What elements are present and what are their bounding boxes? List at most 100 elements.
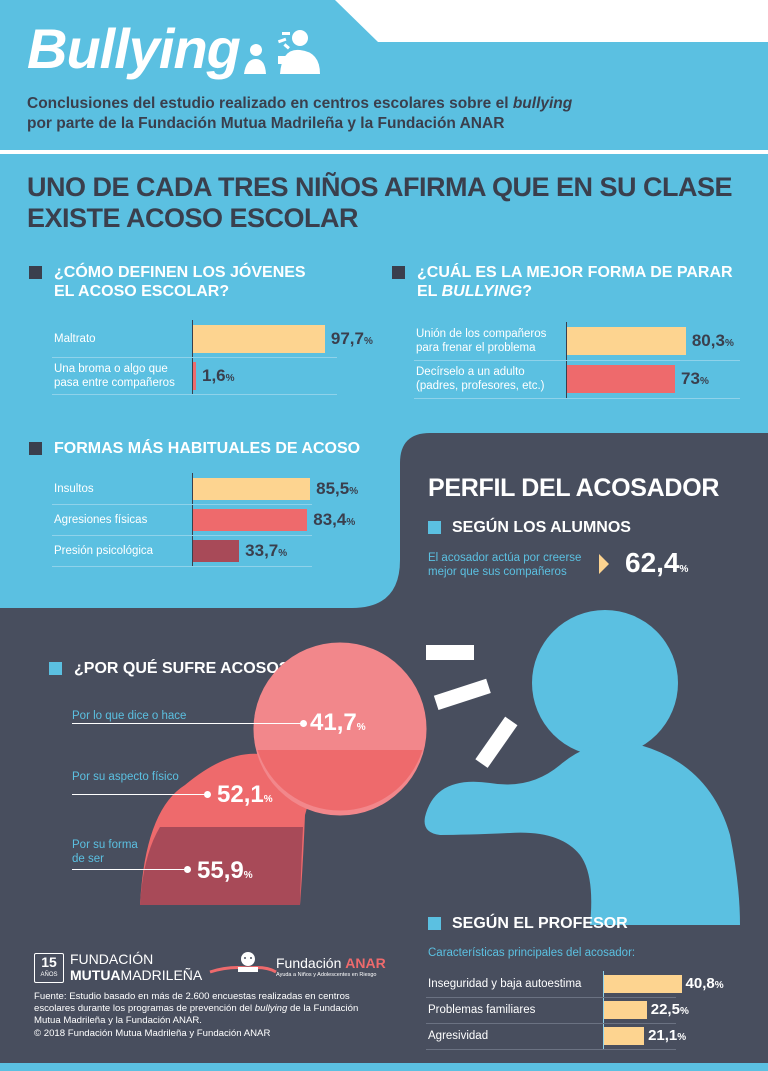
chart4-title: ¿POR QUÉ SUFRE ACOSO? [74, 660, 289, 677]
chart2-title-pre: EL [417, 283, 442, 300]
chart1-title-line2: EL ACOSO ESCOLAR? [54, 283, 230, 300]
chart-row-divider [414, 360, 740, 361]
source-line2-post: de la Fundación [290, 1003, 359, 1015]
section-bullet [392, 266, 405, 279]
bar [604, 1027, 645, 1045]
mutua-logo: FUNDACIÓN MUTUAMADRILEÑA [70, 951, 202, 983]
bubble-label-line: Por lo que dice o hace [72, 710, 187, 722]
bar-label-line: Unión de los compañeros [416, 328, 547, 340]
headline-line2: EXISTE ACOSO ESCOLAR [27, 203, 359, 233]
bubble-leader-dot [204, 791, 211, 798]
chart-row-divider [52, 357, 337, 358]
bar [604, 975, 682, 993]
chart3-title: FORMAS MÁS HABITUALES DE ACOSO [54, 440, 361, 457]
bubble-label-line: Por su forma [72, 839, 138, 851]
subtitle: Conclusiones del estudio realizado en ce… [27, 94, 747, 134]
bar-label: Insultos [54, 482, 188, 496]
bar-value: 73% [681, 367, 709, 394]
bar [193, 508, 308, 531]
mutua-badge-sub: AÑOS [40, 972, 58, 978]
bar-label-line: Agresiones físicas [54, 513, 148, 526]
headline: UNO DE CADA TRES NIÑOS AFIRMA QUE EN SU … [27, 172, 747, 234]
chart1-title: ¿CÓMO DEFINEN LOS JÓVENES EL ACOSO ESCOL… [54, 263, 306, 301]
mutua-badge-num: 15 [41, 954, 57, 970]
bar-value: 97,7% [331, 327, 373, 354]
subtitle-emphasis: bullying [512, 95, 573, 112]
chart-row-divider [414, 398, 740, 399]
bubble-value-number: 41,7 [310, 709, 357, 736]
bar-value-pct: % [714, 980, 724, 991]
bar-label: Presión psicológica [54, 544, 188, 558]
bar-label-line: Una broma o algo que [54, 362, 168, 375]
alumnos-value-number: 62,4 [625, 547, 680, 578]
chart5-title: SEGÚN EL PROFESOR [452, 915, 628, 932]
bar-label-line: para frenar el problema [416, 342, 536, 354]
bar-value: 83,4% [313, 508, 355, 535]
bar-label-line: (padres, profesores, etc.) [416, 380, 545, 392]
bar-value-pct: % [677, 1032, 687, 1043]
bar-value: 21,1% [648, 1026, 686, 1048]
chart-row-divider [426, 1049, 676, 1050]
anar-mascot-icon [209, 952, 277, 974]
chart-row-divider [52, 566, 312, 567]
bar-value-number: 40,8 [685, 975, 715, 992]
bar-value-number: 73 [681, 369, 700, 388]
mutua-line2a: MUTUA [70, 967, 121, 983]
alumnos-value-pct: % [679, 564, 689, 575]
bubble-leader-line [72, 869, 187, 870]
bar-value-number: 21,1 [648, 1027, 678, 1044]
bubble-value-pct: % [263, 794, 273, 805]
bubble-value-number: 52,1 [217, 781, 264, 808]
bar-label: Inseguridad y baja autoestima [428, 978, 582, 990]
section-bullet [29, 266, 42, 279]
bar-value: 85,5% [316, 477, 358, 504]
bar-label: Agresiones físicas [54, 513, 188, 527]
bubble-mark-dice-band [257, 750, 423, 811]
bar-value-pct: % [225, 372, 235, 384]
anar-tagline: Ayuda a Niños y Adolescentes en Riesgo [276, 972, 377, 978]
section-bullet [29, 442, 42, 455]
alumnos-value: 62,4% [625, 546, 688, 587]
bubble-leader-line [72, 723, 303, 724]
source-line2-em: bullying [254, 1003, 288, 1015]
source-line3: Mutua Madrileña y la Fundación ANAR. [34, 1015, 202, 1027]
alumnos-text-line1: El acosador actúa por creerse [428, 552, 582, 564]
chart-axis-line [603, 971, 604, 1049]
bubble-leader-dot [184, 866, 191, 873]
subtitle-line1: Conclusiones del estudio realizado en ce… [27, 95, 513, 112]
bar-value: 80,3% [692, 329, 734, 356]
bar-value-pct: % [679, 1006, 689, 1017]
bar-label: Problemas familiares [428, 1004, 536, 1016]
bubble-leader-dot [300, 720, 307, 727]
bubble-leader-line [72, 794, 207, 795]
mutua-badge: 15 AÑOS [34, 953, 64, 983]
chart-row-divider [52, 504, 312, 505]
bar [193, 361, 196, 390]
bar-value: 33,7% [245, 539, 287, 566]
bar-value: 1,6% [202, 364, 235, 391]
bar-value-pct: % [363, 335, 373, 347]
bar-value-pct: % [278, 547, 288, 559]
anar-pre: Fundación [276, 955, 346, 971]
bar-value-number: 85,5 [316, 478, 350, 498]
bar-value-pct: % [349, 485, 359, 497]
alumnos-text-line2: mejor que sus compañeros [428, 566, 567, 578]
bar-value-pct: % [699, 376, 709, 387]
section-bullet [49, 662, 62, 675]
mutua-line1: FUNDACIÓN [70, 951, 154, 967]
bubble-value: 52,1% [217, 780, 273, 815]
bully-figure-icon [424, 610, 740, 925]
bubble-mark-forma [140, 827, 303, 905]
bar-label: Unión de los compañeros para frenar el pr… [416, 327, 562, 355]
bubble-value-pct: % [243, 870, 253, 881]
mutua-line2b: MADRILEÑA [120, 967, 203, 983]
bar-value-pct: % [346, 516, 356, 528]
bar-value: 40,8% [686, 974, 724, 996]
chart-row-divider [426, 1023, 676, 1024]
arrow-right-icon [599, 554, 609, 574]
bubble-value-number: 55,9 [197, 857, 244, 884]
chart-row-divider [52, 394, 337, 395]
chart2-title-line2: EL BULLYING? [417, 282, 733, 301]
bar-value: 22,5% [651, 1000, 689, 1022]
